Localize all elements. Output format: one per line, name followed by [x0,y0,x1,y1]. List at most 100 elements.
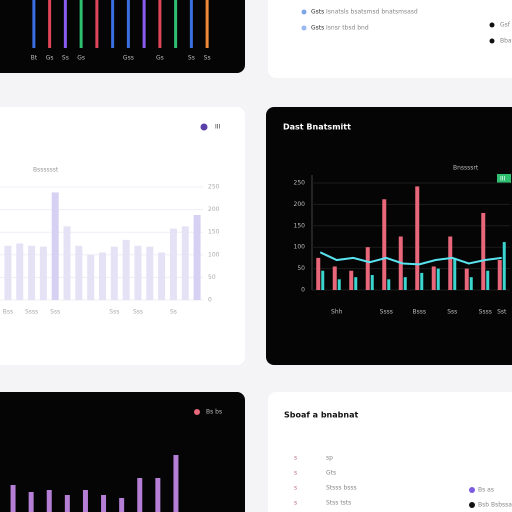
badge [497,174,511,183]
bar [142,0,146,48]
y-tick-label: 50 [208,274,216,281]
row-index: s [294,500,297,507]
bar [193,215,201,300]
bar [321,270,325,290]
bar [365,247,370,290]
bar [158,252,166,300]
bar [448,236,453,290]
x-tick-label: Bss [3,309,13,316]
x-tick-label: Sss [447,309,457,316]
x-tick-label: Ss [204,55,211,62]
bar [155,478,161,512]
bar [119,498,125,512]
bar [110,246,118,300]
bar [75,245,83,300]
chart-title: Dast Bnatsmitt [283,123,351,132]
bar [79,0,83,48]
bar [316,257,321,290]
card [0,0,245,73]
x-tick-label: Bt [31,55,38,62]
legend-dot [301,9,307,15]
x-tick-label: Shh [331,309,343,316]
card [0,392,245,512]
bar [63,226,71,300]
x-tick-label: Sss [133,309,143,316]
chart-label: Bnssssrt [453,165,479,172]
bar [403,277,407,290]
x-tick-label: Ssss [479,309,492,316]
bar [32,0,36,48]
y-tick-label: 250 [208,184,220,191]
bar [420,272,424,290]
status-dot [489,38,495,44]
bar [126,0,130,48]
x-tick-label: Gs [46,55,54,62]
x-tick-label: Gss [123,55,134,62]
x-tick-label: Ssss [25,309,38,316]
row-text: Isnatsls bsatsmsd bnatsmsasd [326,9,418,16]
bar [48,0,52,48]
badge-label: III [500,176,506,183]
bar [436,268,440,290]
bar [469,277,473,290]
x-tick-label: Ss [170,309,177,316]
row-label: Gts [326,470,336,477]
bar [431,266,436,290]
legend-dot [469,487,475,493]
bar [387,279,391,290]
y-tick-label: 100 [294,244,306,251]
x-tick-label: Sst [497,309,507,316]
legend-label: III [215,124,221,131]
bar [111,0,115,48]
y-tick-label: 0 [208,297,212,304]
bar [63,0,67,48]
y-tick-label: 200 [208,206,220,213]
x-tick-label: Ssss [380,309,393,316]
bar [64,495,70,512]
row-value: Bs as [478,487,494,494]
y-tick-label: 200 [294,201,306,208]
y-tick-label: 150 [294,222,306,229]
row-value: Gsf [500,22,511,29]
bar [134,245,142,300]
bar [464,268,469,290]
x-tick-label: Sss [109,309,119,316]
row-text: Isnsr tbsd bnd [326,25,369,32]
y-tick-label: 150 [208,229,220,236]
legend-dot [200,123,208,131]
chart-label: Bsssssst [33,167,59,174]
card [0,107,245,365]
bar [4,245,12,300]
bar [486,270,490,290]
row-label: sp [326,455,333,462]
line [319,251,502,266]
row-index: s [294,455,297,462]
row-index: s [294,470,297,477]
row-label: Stss tsts [326,500,351,507]
bar [174,0,178,48]
bar [10,485,16,512]
bar [28,492,34,512]
legend-dot [301,25,307,31]
x-tick-label: Gs [156,55,164,62]
row-value: Bbat [500,38,512,45]
bar [370,275,374,290]
x-tick-label: Bsss [413,309,427,316]
bar [481,212,486,290]
bar [39,246,47,300]
bar [332,266,337,290]
bar [158,0,162,48]
x-tick-label: Sss [50,309,60,316]
row-label: Stsss bsss [326,485,357,492]
bar [16,243,24,300]
bar [51,192,59,300]
bar [122,239,130,300]
legend-dot [194,409,200,415]
y-tick-label: 50 [297,265,305,272]
bar [28,245,36,300]
legend-label: Bs bs [206,409,222,416]
bar [337,279,341,290]
bar [189,0,193,48]
status-dot [489,22,495,28]
